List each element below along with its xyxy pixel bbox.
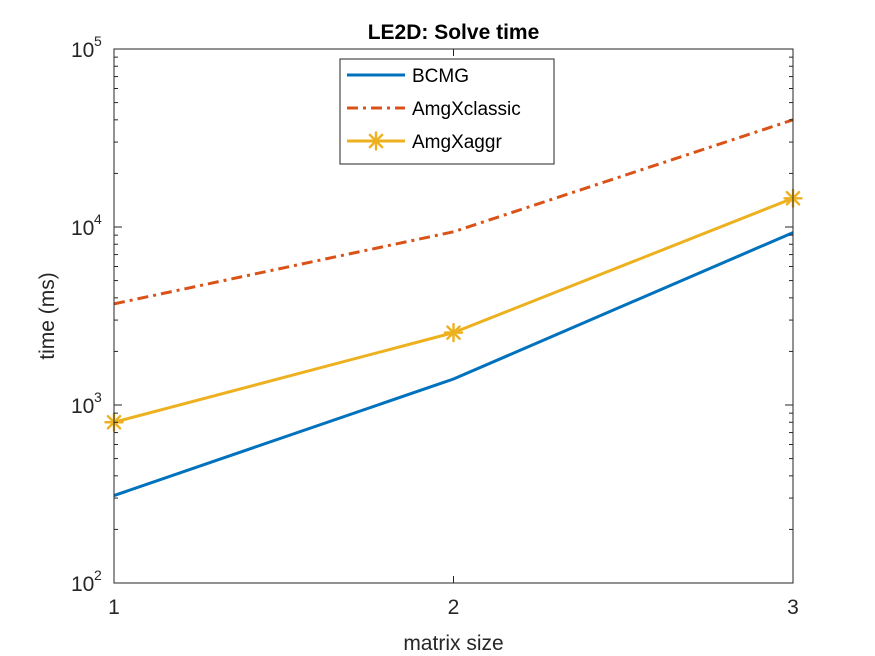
chart-title: LE2D: Solve time [368,21,540,44]
x-axis-label: matrix size [403,632,503,655]
legend-entry: BCMG [347,66,469,87]
y-tick-base: 10 [71,395,94,418]
y-tick-label: 10 4 [71,211,102,240]
y-tick-base: 10 [71,217,94,240]
y-tick-base: 10 [71,39,94,62]
y-tick-exponent: 4 [94,211,102,227]
x-tick-label: 3 [787,596,799,619]
x-tick-label: 1 [108,596,120,619]
ticks-layer [113,48,794,584]
series-line-AmgXclassic [113,118,794,306]
series-marker-AmgXaggr [443,322,464,343]
legend-marker-AmgXaggr-stroke-3 [368,133,384,149]
series-line-BCMG [113,231,794,497]
y-tick-label: 10 5 [71,33,102,62]
y-tick-exponent: 3 [94,389,102,405]
legend-marker-AmgXaggr [366,131,386,151]
series-marker-AmgXaggr-stroke-3 [446,325,461,340]
legend-label: BCMG [412,66,469,87]
legend-entry: AmgXclassic [347,99,521,120]
legend-label: AmgXaggr [412,132,502,153]
y-axis-label: time (ms) [36,272,59,360]
legend: BCMG AmgXclassic AmgXaggr [339,58,555,165]
x-tick-label: 2 [448,596,460,619]
y-tick-label: 10 2 [71,567,102,596]
y-tick-base: 10 [71,573,94,596]
y-tick-label: 10 3 [71,389,102,418]
y-tick-exponent: 5 [94,33,102,49]
series-layer [104,118,803,497]
legend-entry: AmgXaggr [347,131,502,153]
y-tick-exponent: 2 [94,567,102,583]
legend-label: AmgXclassic [412,99,521,120]
